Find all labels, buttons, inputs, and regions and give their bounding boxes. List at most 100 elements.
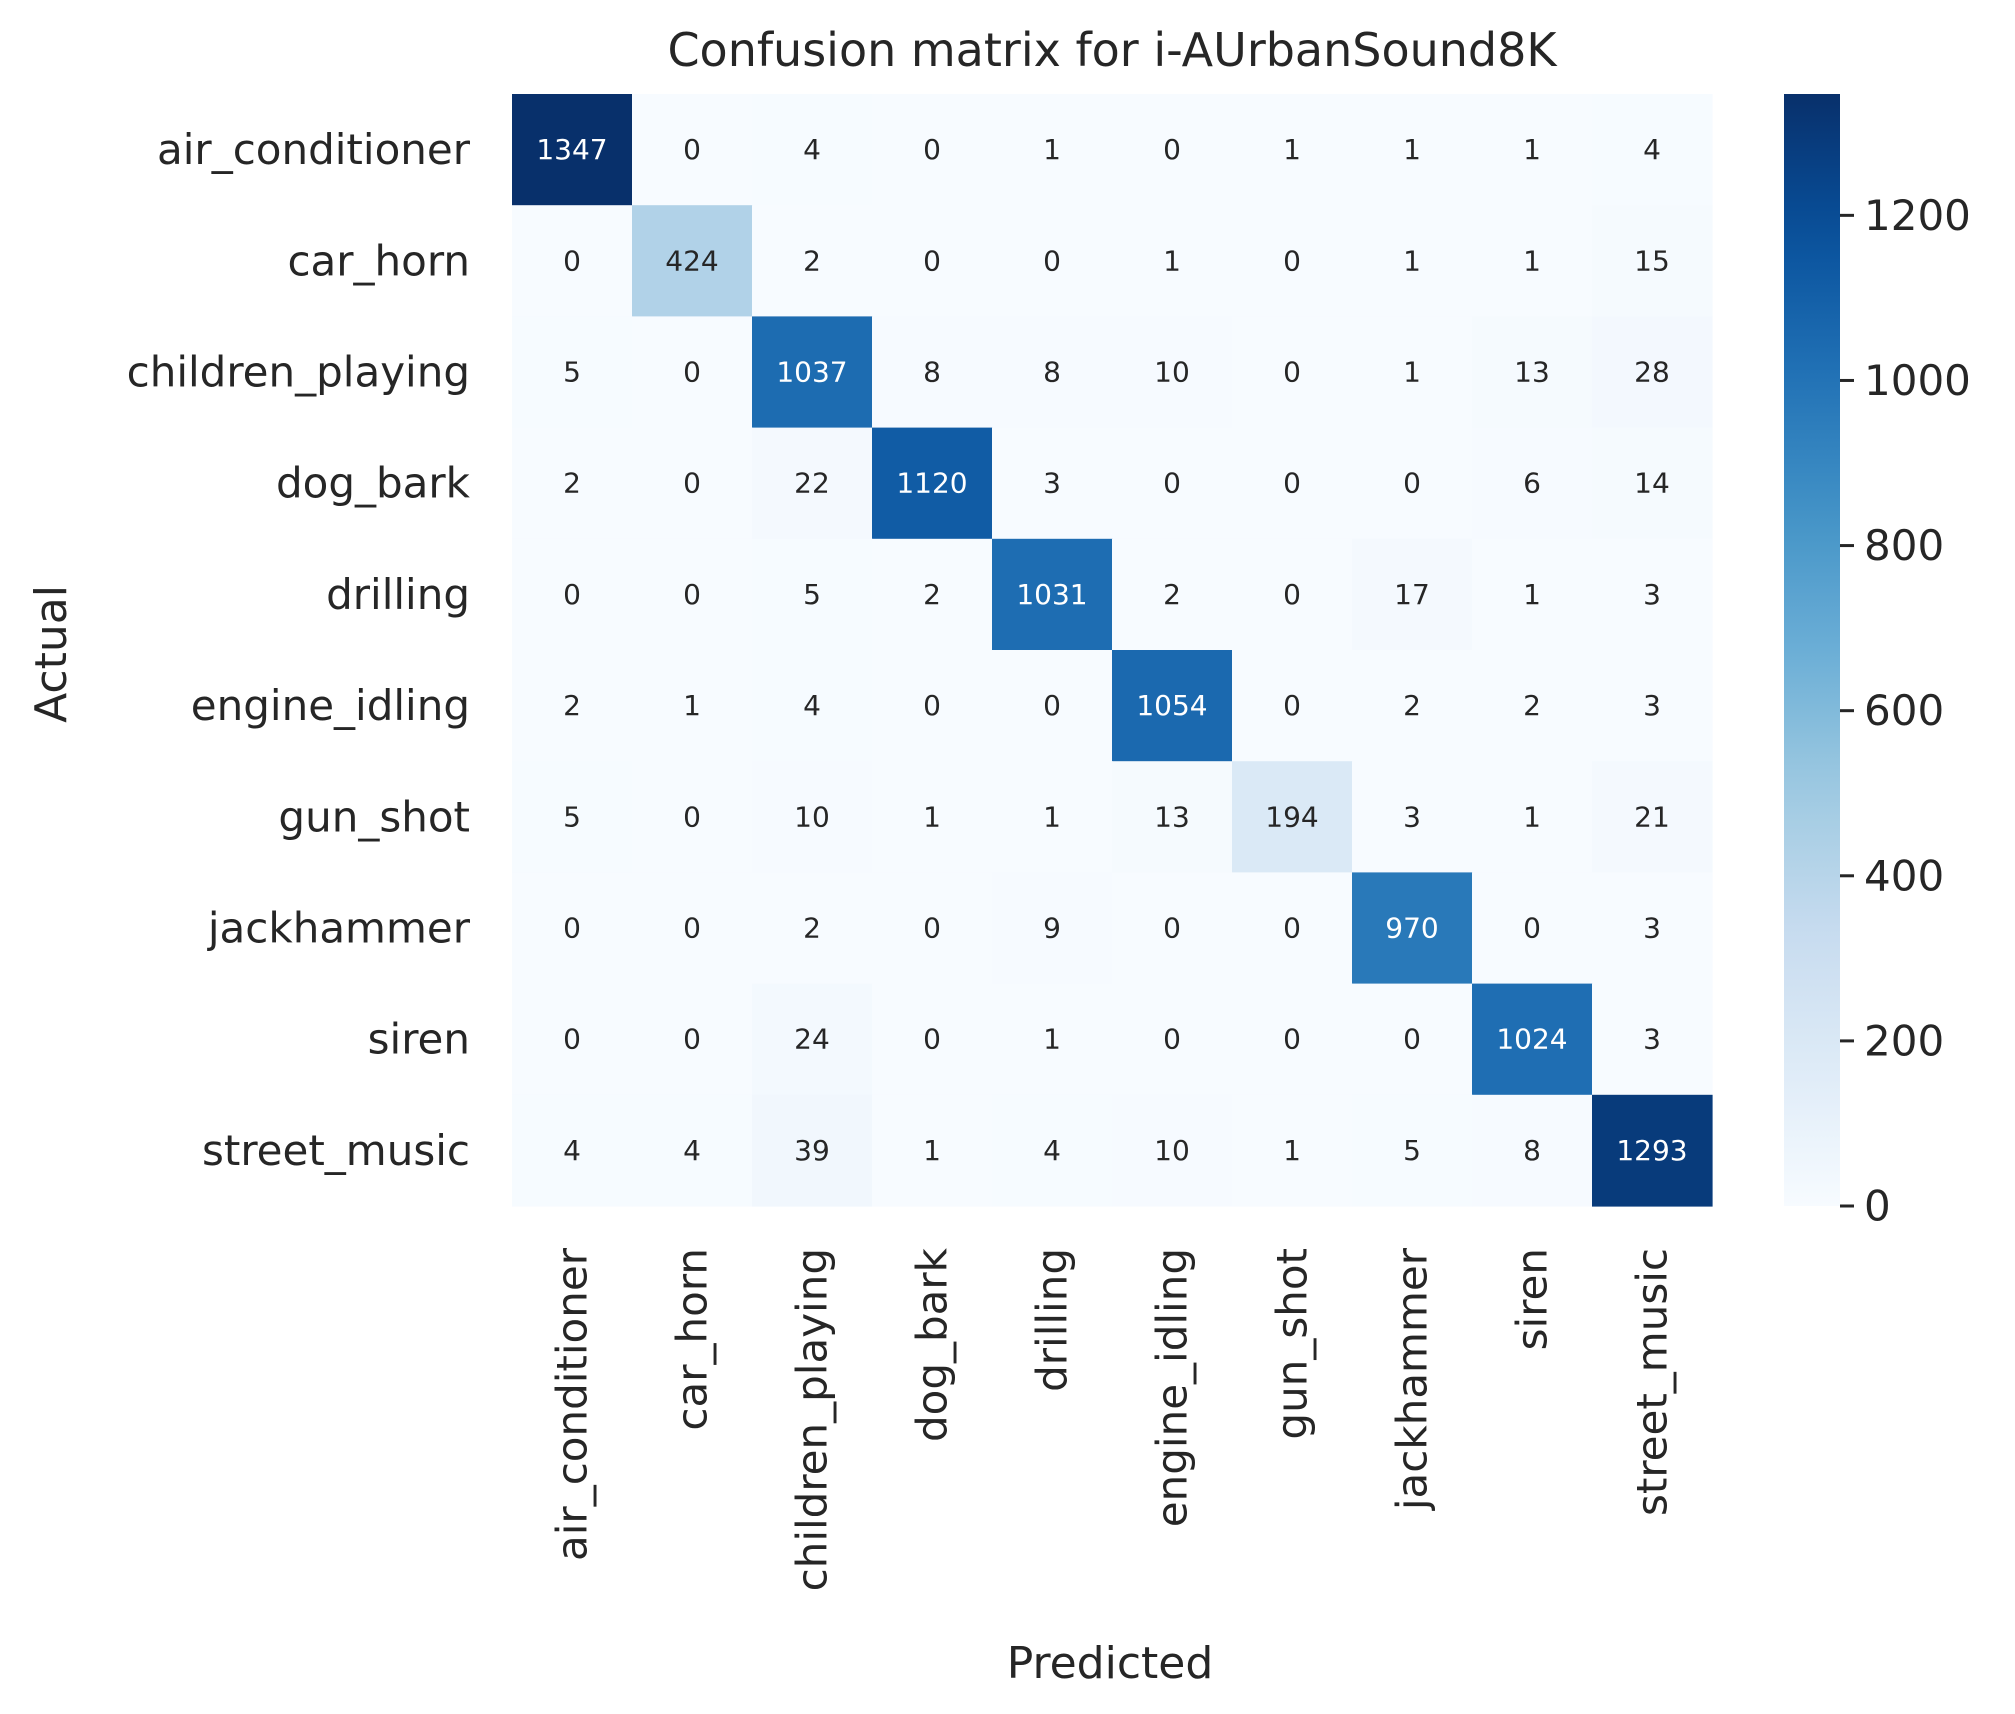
heatmap-cell [752,1094,873,1207]
heatmap-cell [1592,872,1713,985]
colorbar-tick-label: 800 [1864,521,1944,570]
cell-value-label: 1293 [1616,1134,1687,1167]
heatmap-cell [512,427,633,540]
cell-value-label: 1 [1043,133,1061,166]
cell-value-label: 0 [563,912,581,945]
cell-value-label: 0 [1283,578,1301,611]
heatmap-cell [1472,872,1593,985]
heatmap-cell [1592,538,1713,651]
cell-value-label: 1037 [776,356,847,389]
heatmap-cell [1352,761,1473,873]
heatmap-cell [1232,1094,1353,1207]
cell-value-label: 1024 [1496,1023,1567,1056]
cell-value-label: 1 [1163,244,1181,277]
heatmap-cell [1592,316,1713,429]
heatmap-cell [992,872,1113,985]
cell-value-label: 4 [803,689,821,722]
heatmap-cell [1352,538,1473,651]
y-tick-label-car-horn: car_horn [287,236,470,285]
cell-value-label: 22 [794,467,830,500]
heatmap-cell [872,538,993,651]
heatmap-cell [1232,983,1353,1096]
cell-value-label: 24 [794,1023,830,1056]
cell-value-label: 8 [923,356,941,389]
cell-value-label: 1054 [1136,689,1207,722]
heatmap-cell [1352,650,1473,762]
cell-value-label: 0 [1283,356,1301,389]
cell-value-label: 0 [563,578,581,611]
heatmap-cell [1472,761,1593,873]
heatmap-cell [1232,650,1353,762]
cell-value-label: 0 [1043,689,1061,722]
y-tick-label-jackhammer: jackhammer [207,904,471,953]
cell-value-label: 9 [1043,912,1061,945]
cell-value-label: 0 [1163,1023,1181,1056]
x-tick-label-drilling: drilling [1028,1248,1077,1392]
cell-value-label: 0 [683,133,701,166]
x-tick-label-jackhammer: jackhammer [1388,1247,1437,1511]
cell-value-label: 17 [1394,578,1430,611]
y-tick-label-drilling: drilling [326,570,470,619]
heatmap-cell [512,983,633,1096]
cell-value-label: 0 [1283,467,1301,500]
heatmap-cell [752,983,873,1096]
heatmap-cell [512,316,633,429]
heatmap-cell [992,1094,1113,1207]
heatmap-cell [1112,872,1233,985]
heatmap-cell [1592,761,1713,873]
cell-value-label: 3 [1403,800,1421,833]
heatmap-cell [992,650,1113,762]
heatmap-cell [992,427,1113,540]
heatmap-cell [872,205,993,317]
heatmap-cell [872,650,993,762]
colorbar-tick-label: 0 [1864,1182,1891,1231]
cell-value-label: 8 [1043,356,1061,389]
y-tick-label-engine-idling: engine_idling [191,681,470,730]
heatmap-cell [752,538,873,651]
cell-value-label: 2 [803,912,821,945]
heatmap-cell [1352,1094,1473,1207]
heatmap-cell [632,94,753,206]
y-tick-labels: air_conditioner car_horn children_playingd… [127,125,471,1175]
heatmap-cell [632,1094,753,1207]
cell-value-label: 1 [1403,133,1421,166]
heatmap-cell [1472,983,1593,1096]
x-tick-label-siren: siren [1508,1248,1557,1350]
heatmap-cell [752,205,873,317]
heatmap-cell [872,94,993,206]
cell-value-label: 5 [1403,1134,1421,1167]
cell-value-label: 0 [1403,1023,1421,1056]
cell-value-label: 0 [683,912,701,945]
heatmap-cell [1112,316,1233,429]
cell-value-label: 0 [1523,912,1541,945]
heatmap-cell [1592,94,1713,206]
cell-value-label: 1 [1283,1134,1301,1167]
cell-value-label: 1120 [896,467,967,500]
heatmap-cell [1352,94,1473,206]
cell-value-label: 0 [1283,912,1301,945]
heatmap-cell [632,650,753,762]
cell-value-label: 2 [1523,689,1541,722]
cell-value-label: 10 [1154,1134,1190,1167]
heatmap-cell [632,983,753,1096]
heatmap-cell [1472,316,1593,429]
colorbar-tick-label: 1200 [1864,191,1971,240]
y-tick-label-street-music: street_music [202,1126,470,1175]
cell-value-label: 4 [563,1134,581,1167]
heatmap-cell [992,538,1113,651]
cell-value-label: 2 [1403,689,1421,722]
x-tick-labels: air_conditioner car_horn children_playing d… [548,1247,1677,1591]
heatmap-cell [1112,1094,1233,1207]
cell-value-label: 1 [1523,133,1541,166]
y-tick-label-children-playing: children_playing [127,348,470,397]
cell-value-label: 2 [1163,578,1181,611]
heatmap-cell [872,427,993,540]
y-axis-label: Actual [26,585,77,723]
cell-value-label: 0 [1283,1023,1301,1056]
x-tick-label-gun-shot: gun_shot [1268,1248,1317,1440]
heatmap-cell [1352,427,1473,540]
heatmap-cell [1352,983,1473,1096]
cell-value-label: 1 [923,800,941,833]
heatmap-cell [512,650,633,762]
